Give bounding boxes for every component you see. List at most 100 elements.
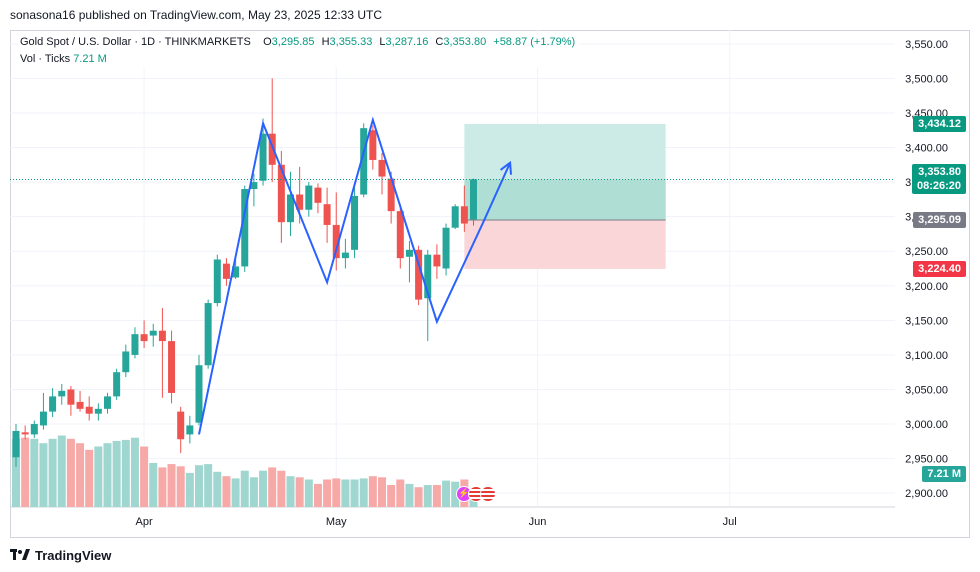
candle-body <box>277 164 285 223</box>
volume-bar <box>313 483 322 507</box>
long-position-tool <box>464 123 666 269</box>
candle-body <box>396 211 404 259</box>
candle-body <box>49 396 57 412</box>
volume-bar <box>231 478 240 507</box>
candle-body <box>232 266 240 278</box>
volume-label[interactable]: Vol · Ticks <box>20 53 71 65</box>
volume-bar <box>277 470 286 507</box>
volume-bar <box>304 479 313 507</box>
candle-body <box>360 128 368 195</box>
x-axis: Apr May Jun Jul <box>136 516 737 528</box>
candle-body <box>351 195 359 250</box>
tradingview-footer: TradingView <box>10 544 111 566</box>
volume-bar <box>451 481 460 507</box>
candle-body <box>314 187 322 203</box>
volume-bar <box>204 464 213 507</box>
open-value: 3,295.85 <box>271 36 315 48</box>
y-tick-label: 3,100.00 <box>905 350 948 362</box>
volume-bar <box>323 479 332 507</box>
candle-body <box>67 389 75 405</box>
candle-body <box>287 194 294 223</box>
volume-bar <box>423 485 432 507</box>
volume-bar <box>222 476 231 507</box>
candle-body <box>131 334 139 355</box>
candle-body <box>58 390 66 397</box>
close-label: C <box>435 36 444 48</box>
volume-bar <box>249 477 258 507</box>
x-tick-label: Jun <box>529 516 547 528</box>
candle-body <box>113 372 121 397</box>
current-price-tag: 3,353.80 08:26:20 <box>911 164 966 195</box>
candle-body <box>268 133 276 165</box>
volume-bar <box>30 438 39 507</box>
arrow-head <box>499 160 513 175</box>
volume-bar <box>112 441 121 507</box>
y-tick-label: 3,400.00 <box>905 143 948 155</box>
volume-bar <box>12 438 20 507</box>
volume-bar <box>57 435 66 507</box>
volume-bar <box>176 466 185 507</box>
open-profit-zone <box>464 179 666 221</box>
volume-bar <box>259 470 268 507</box>
target-price-tag: 3,434.12 <box>913 115 966 132</box>
grid <box>10 30 895 508</box>
volume-bar <box>268 467 277 507</box>
volume-bar <box>414 487 423 507</box>
volume-bar <box>359 478 368 507</box>
volume-bar <box>286 476 295 507</box>
candle-body <box>12 430 20 458</box>
candle-body <box>341 252 349 259</box>
candle-body <box>204 303 212 366</box>
volume-bar <box>121 439 130 507</box>
candle-body <box>149 330 157 336</box>
change-value: +58.87 (+1.79%) <box>493 36 576 48</box>
candle-body <box>460 206 468 224</box>
volume-bars <box>12 435 478 507</box>
volume-bar <box>240 470 249 507</box>
y-tick-label: 3,200.00 <box>905 281 948 293</box>
candle-body <box>470 179 477 220</box>
volume-bar <box>213 471 222 507</box>
us-flag-icon-2[interactable] <box>480 486 496 502</box>
volume-bar <box>341 479 350 507</box>
pattern-polyline <box>198 116 512 435</box>
symbol-title[interactable]: Gold Spot / U.S. Dollar · 1D · THINKMARK… <box>20 36 251 48</box>
ohlc-row: Gold Spot / U.S. Dollar · 1D · THINKMARK… <box>20 34 579 51</box>
candle-body <box>305 185 313 210</box>
volume-bar <box>332 478 341 507</box>
y-tick-label: 3,050.00 <box>905 384 948 396</box>
y-tick-label: 3,550.00 <box>905 39 948 51</box>
candle-body <box>76 401 84 409</box>
candle-body <box>323 204 331 225</box>
brand-name: TradingView <box>35 547 112 563</box>
high-value: 3,355.33 <box>329 36 373 48</box>
candle-body <box>332 224 340 259</box>
candle-body <box>387 178 395 212</box>
chart-frame <box>10 30 970 538</box>
high-label: H <box>321 36 330 48</box>
candle-body <box>140 334 148 342</box>
price-chart[interactable]: 2,900.00 2,950.00 3,000.00 3,050.00 3,100.00… <box>10 30 970 538</box>
publish-line: sonasona16 published on TradingView.com,… <box>10 8 383 22</box>
candle-body <box>213 259 221 304</box>
candles <box>12 78 477 467</box>
low-label: L <box>379 36 386 48</box>
volume-value: 7.21 M <box>73 53 107 65</box>
volume-bar <box>39 443 48 507</box>
y-tick-label: 3,250.00 <box>905 246 948 258</box>
candle-body <box>241 189 249 267</box>
volume-bar <box>350 479 359 507</box>
stop-price-tag: 3,224.40 <box>913 260 966 277</box>
tradingview-logo-icon <box>10 549 30 561</box>
candle-body <box>259 133 267 181</box>
volume-bar <box>94 446 103 507</box>
volume-bar <box>405 483 414 507</box>
candle-body <box>30 424 38 435</box>
volume-bar <box>195 465 203 507</box>
volume-bar <box>185 472 194 507</box>
candle-body <box>296 194 304 210</box>
economic-events[interactable]: ⚡ <box>456 486 496 502</box>
volume-bar <box>48 438 57 507</box>
stop-zone <box>464 220 666 269</box>
candle-body <box>451 206 459 228</box>
